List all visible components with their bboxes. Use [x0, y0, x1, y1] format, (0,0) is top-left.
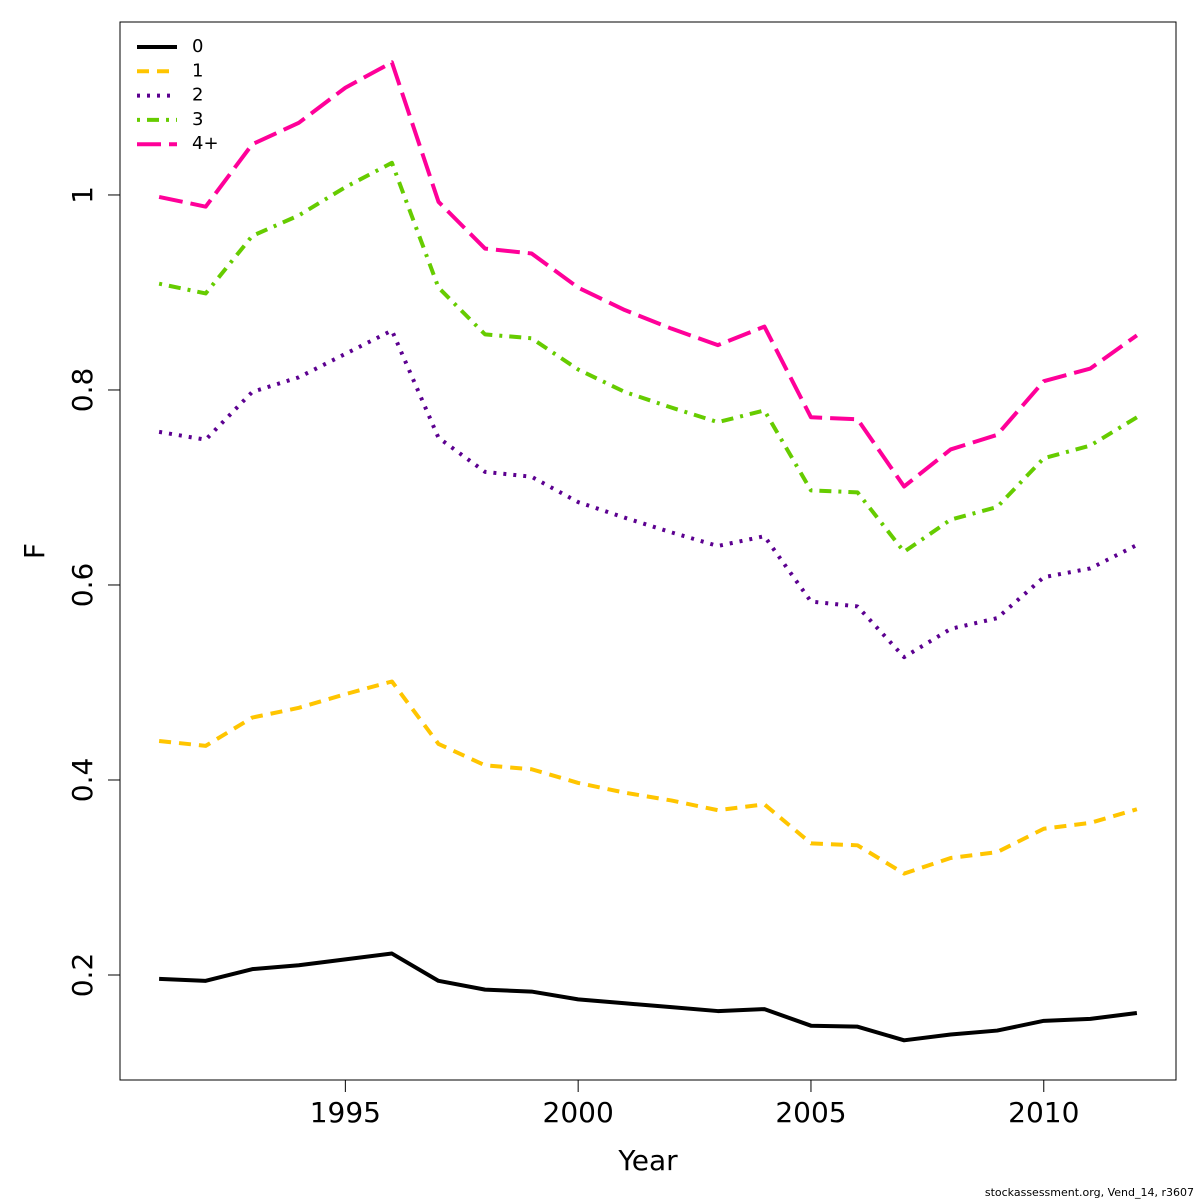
x-tick-label: 1995	[310, 1096, 381, 1129]
x-tick-label: 2000	[543, 1096, 614, 1129]
plot-frame	[119, 21, 1177, 1081]
legend-label: 2	[192, 85, 203, 106]
legend-label: 4+	[192, 133, 219, 154]
x-axis-label: Year	[617, 1144, 678, 1177]
y-tick-label: 0.8	[66, 368, 99, 413]
x-tick-label: 2005	[775, 1096, 846, 1129]
legend-label: 0	[192, 36, 203, 57]
y-tick-label: 0.4	[66, 758, 99, 803]
y-tick-label: 1	[66, 186, 99, 204]
y-tick-label: 0.2	[66, 953, 99, 998]
series-line	[158, 160, 1138, 554]
series-line	[158, 328, 1138, 660]
legend-label: 3	[192, 109, 203, 130]
y-axis-label: F	[18, 543, 51, 559]
footnote: stockassessment.org, Vend_14, r3607	[985, 1186, 1194, 1199]
x-tick-label: 2010	[1008, 1096, 1079, 1129]
series-line	[158, 679, 1138, 876]
legend-label: 1	[192, 60, 203, 81]
y-tick-label: 0.6	[66, 563, 99, 608]
series-line	[159, 951, 1138, 1043]
series-line	[158, 60, 1139, 489]
